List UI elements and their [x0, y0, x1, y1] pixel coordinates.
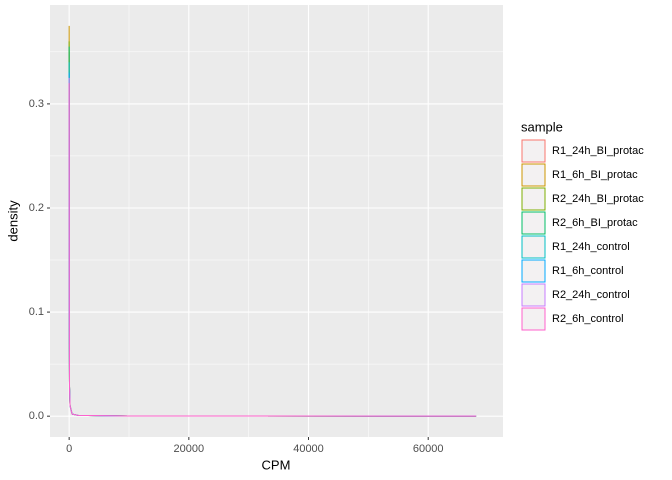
legend-label: R2_6h_control — [552, 313, 624, 325]
x-tick-label: 60000 — [413, 443, 444, 455]
legend-label: R1_6h_BI_protac — [552, 169, 638, 181]
legend-label: R1_24h_control — [552, 241, 630, 253]
legend-key — [521, 187, 546, 211]
legend-label: R2_24h_BI_protac — [552, 193, 644, 205]
x-axis-title: CPM — [262, 457, 291, 472]
x-tick-label: 20000 — [174, 443, 205, 455]
x-tick-label: 0 — [66, 443, 72, 455]
legend-key — [521, 211, 546, 235]
legend-key — [521, 307, 546, 331]
density-line — [68, 83, 477, 417]
y-tick-label: 0.2 — [29, 202, 44, 214]
y-tick-label: 0.0 — [29, 410, 44, 422]
legend-label: R1_24h_BI_protac — [552, 145, 644, 157]
x-tick-label: 40000 — [293, 443, 324, 455]
legend-label: R1_6h_control — [552, 265, 624, 277]
panel — [50, 5, 503, 437]
legend-key — [521, 283, 546, 307]
y-tick-label: 0.1 — [29, 306, 44, 318]
legend-title: sample — [521, 119, 563, 134]
legend-key — [521, 259, 546, 283]
legend-label: R2_24h_control — [552, 289, 630, 301]
legend-label: R2_6h_BI_protac — [552, 217, 638, 229]
y-tick-label: 0.3 — [29, 98, 44, 110]
legend-key — [521, 235, 546, 259]
legend-key — [521, 163, 546, 187]
y-axis-title: density — [5, 200, 20, 242]
legend-key — [521, 139, 546, 163]
